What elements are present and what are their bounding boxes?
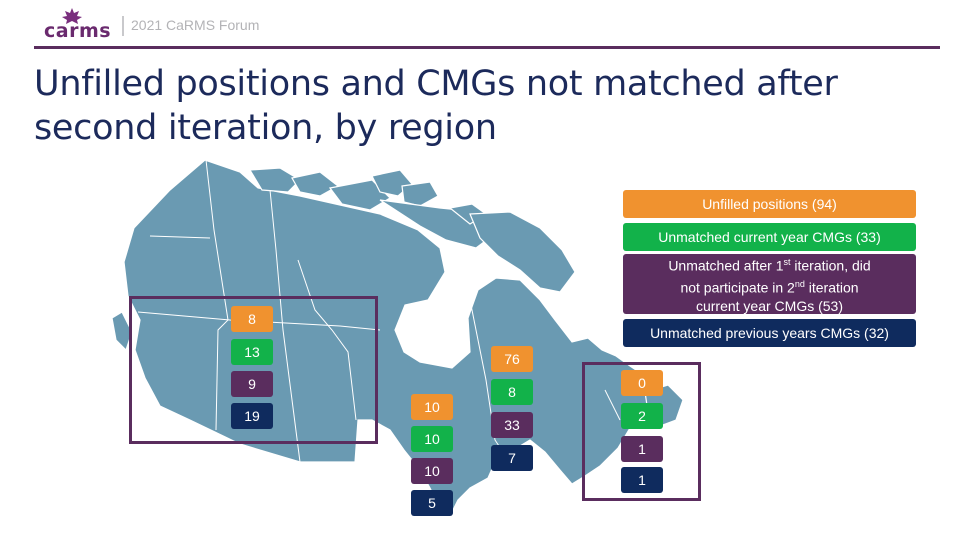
- logo-text: carms: [44, 20, 112, 42]
- legend-unmatched-previous-label: Unmatched previous years CMGs (32): [650, 325, 889, 341]
- legend-after-first-line2-pre: not participate in 2: [680, 279, 795, 296]
- atlantic-unmatched-current-badge: 2: [621, 403, 663, 429]
- atlantic-unmatched-previous-badge: 1: [621, 467, 663, 493]
- legend-after-first-sup1: st: [783, 257, 791, 268]
- atlantic-unmatched-after-first-badge: 1: [621, 436, 663, 462]
- legend-unmatched-previous: Unmatched previous years CMGs (32): [623, 319, 916, 347]
- legend-after-first-line2: not participate in 2nd iteration: [680, 275, 858, 297]
- legend-unmatched-current: Unmatched current year CMGs (33): [623, 223, 916, 251]
- west-region-outline: [129, 296, 378, 444]
- west-unmatched-after-first-badge: 9: [231, 371, 273, 397]
- quebec-unmatched-previous-badge: 7: [491, 445, 533, 471]
- ontario-unmatched-after-first-badge: 10: [411, 458, 453, 484]
- atlantic-unfilled-badge: 0: [621, 370, 663, 396]
- carms-logo: carms: [44, 8, 111, 42]
- legend-unfilled-label: Unfilled positions (94): [702, 196, 837, 212]
- legend-unfilled-positions: Unfilled positions (94): [623, 190, 916, 218]
- legend-after-first-line1: Unmatched after 1st iteration, did: [668, 253, 870, 275]
- arctic-islands: [248, 167, 301, 193]
- forum-label: 2021 CaRMS Forum: [131, 17, 260, 33]
- header-separator: [122, 16, 124, 36]
- legend-after-first-line3: current year CMGs (53): [695, 297, 844, 314]
- ontario-unfilled-badge: 10: [411, 394, 453, 420]
- ontario-unmatched-current-badge: 10: [411, 426, 453, 452]
- quebec-unmatched-current-badge: 8: [491, 379, 533, 405]
- legend-unmatched-after-first: Unmatched after 1st iteration, did not p…: [623, 254, 916, 314]
- west-unfilled-badge: 8: [231, 306, 273, 332]
- atlantic-region-outline: [582, 362, 701, 501]
- legend-after-first-line1-post: iteration, did: [790, 258, 871, 274]
- baffin-island: [469, 211, 576, 293]
- legend-after-first-sup2: nd: [794, 279, 805, 289]
- quebec-unmatched-after-first-badge: 33: [491, 412, 533, 438]
- legend-unmatched-current-label: Unmatched current year CMGs (33): [658, 229, 881, 245]
- west-unmatched-previous-badge: 19: [231, 403, 273, 429]
- quebec-unfilled-badge: 76: [491, 346, 533, 372]
- west-unmatched-current-badge: 13: [231, 339, 273, 365]
- page-title: Unfilled positions and CMGs not matched …: [34, 64, 838, 148]
- header-divider: [34, 46, 940, 49]
- ontario-unmatched-previous-badge: 5: [411, 490, 453, 516]
- legend-after-first-line2-post: iteration: [804, 279, 859, 296]
- maple-leaf-icon: [62, 8, 82, 24]
- legend-after-first-line1-pre: Unmatched after 1: [668, 258, 784, 274]
